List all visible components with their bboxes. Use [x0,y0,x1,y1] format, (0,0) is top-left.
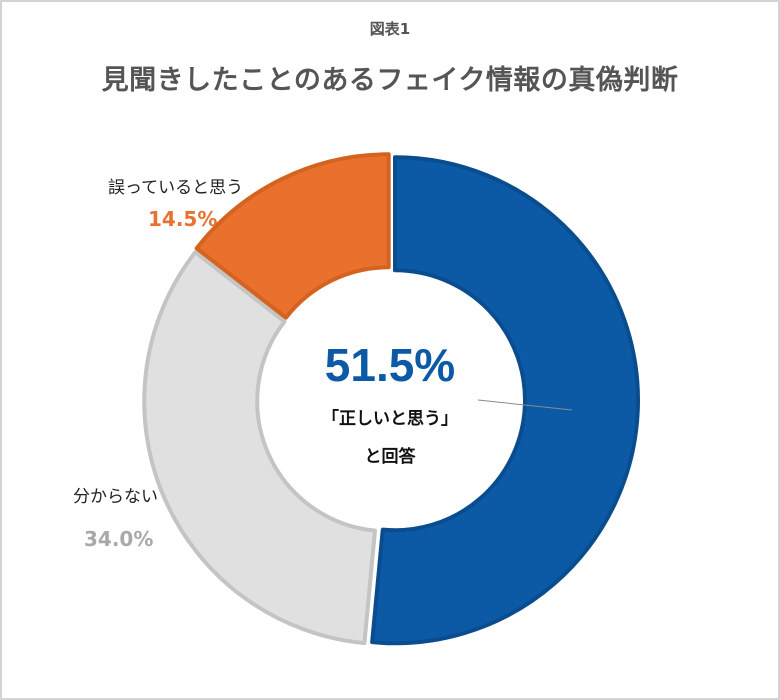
center-value: 51.5% [324,339,456,391]
chart-title: 見聞きしたことのあるフェイク情報の真偽判断 [101,65,679,96]
slice-wrong [194,152,391,320]
value-wrong: 14.5% [148,207,218,231]
center-line-1: 「正しいと思う」 [322,409,458,429]
center-line-2: と回答 [364,447,416,467]
value-unknown: 34.0% [84,527,154,551]
label-wrong: 誤っていると思う [108,178,244,198]
label-unknown: 分からない [73,487,158,507]
leader-line [477,399,573,411]
figure-label: 図表1 [369,20,411,38]
slice-unknown [142,250,378,646]
slice-correct [370,155,640,646]
